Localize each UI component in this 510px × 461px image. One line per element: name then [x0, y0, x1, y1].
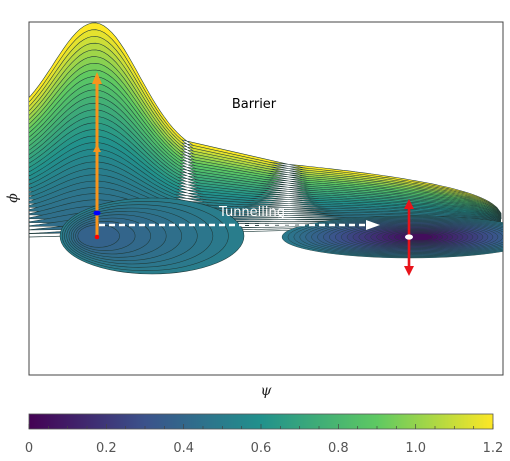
- red-arrow-head-up: [404, 199, 414, 209]
- barrier-annotation: Barrier: [232, 97, 277, 112]
- colorbar-tick-label: 0.6: [251, 441, 272, 456]
- contour-fill-group: [29, 22, 503, 275]
- colorbar-tick-label: 1.0: [405, 441, 426, 456]
- overlay-group: Barrier Tunnelling: [92, 72, 414, 276]
- y-axis-label: ϕ: [5, 193, 21, 203]
- colorbar-tick-label: 1.2: [483, 441, 504, 456]
- colorbar-tick-label: 0.4: [173, 441, 194, 456]
- colorbar-tick-label: 0.2: [96, 441, 117, 456]
- orange-arrow-mid-head: [93, 144, 101, 152]
- tunnelling-arrow-head: [366, 220, 380, 230]
- colorbar-ticks: 0 0.2 0.4 0.6 0.8 1.0 1.2: [25, 424, 503, 456]
- false-vacuum-marker: [93, 210, 101, 216]
- red-arrow-head-down: [404, 266, 414, 276]
- orange-arrow-head: [92, 72, 102, 84]
- start-point-marker: [94, 234, 100, 240]
- colorbar-tick-label: 0.8: [328, 441, 349, 456]
- true-vacuum-marker: [405, 234, 413, 240]
- tunnelling-annotation: Tunnelling: [218, 205, 285, 220]
- x-axis-label: ψ: [261, 383, 273, 399]
- colorbar-tick-label: 0: [25, 441, 33, 456]
